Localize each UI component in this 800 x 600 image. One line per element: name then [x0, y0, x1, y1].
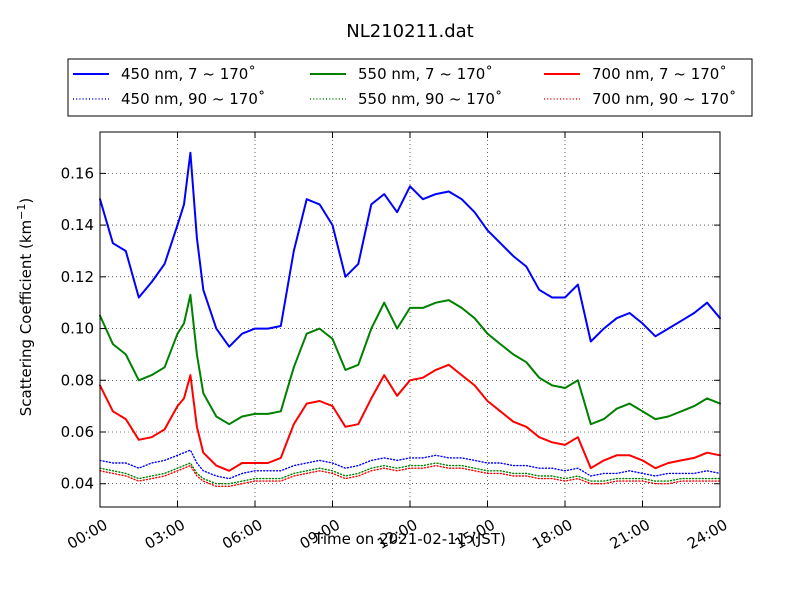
y-tick-label: 0.10 — [61, 320, 94, 338]
y-axis-label-main: Scattering Coefficient (km — [17, 220, 35, 416]
x-tick-label: 24:00 — [684, 516, 730, 553]
ticks: 00:00 03:00 06:00 09:00 12:00 15:00 18:00 21:00… — [61, 132, 731, 553]
y-tick-label: 0.06 — [61, 423, 94, 441]
legend-label-6: 700 nm, 90 ~ 170˚ — [592, 90, 736, 108]
legend-label-1: 450 nm, 7 ~ 170˚ — [121, 65, 256, 83]
series-line-5 — [99, 462, 721, 485]
x-tick-label: 06:00 — [219, 516, 265, 553]
series-line-4 — [99, 449, 721, 480]
plot-lines — [99, 151, 721, 487]
legend-label-4: 450 nm, 90 ~ 170˚ — [121, 90, 265, 108]
x-tick-label: 03:00 — [142, 516, 188, 553]
legend-label-5: 550 nm, 90 ~ 170˚ — [358, 90, 502, 108]
chart-title: NL210211.dat — [346, 21, 473, 42]
series-line-6 — [99, 464, 721, 487]
x-tick-label: 18:00 — [529, 516, 575, 553]
legend-frame — [67, 58, 753, 117]
y-axis-label: Scattering Coefficient (km−1) — [15, 198, 35, 417]
series-line-1 — [99, 151, 721, 348]
series-line-3 — [99, 363, 721, 472]
y-axis-label-close: ) — [17, 198, 35, 204]
x-tick-label: 21:00 — [607, 516, 653, 553]
y-tick-label: 0.14 — [61, 216, 94, 234]
legend: 450 nm, 7 ~ 170˚ 550 nm, 7 ~ 170˚ 700 nm, … — [67, 58, 753, 117]
legend-label-3: 700 nm, 7 ~ 170˚ — [592, 65, 727, 83]
y-tick-label: 0.16 — [61, 164, 94, 182]
series-line-2 — [99, 293, 721, 426]
y-tick-label: 0.12 — [61, 268, 94, 286]
y-axis-label-unit-exponent: −1 — [15, 204, 28, 220]
x-tick-label: 00:00 — [64, 516, 110, 553]
y-tick-label: 0.08 — [61, 371, 94, 389]
y-tick-label: 0.04 — [61, 475, 94, 493]
legend-label-2: 550 nm, 7 ~ 170˚ — [358, 65, 493, 83]
x-axis-label: Time on 2021-02-11 (JST) — [313, 530, 506, 548]
plot-frame — [99, 131, 721, 508]
